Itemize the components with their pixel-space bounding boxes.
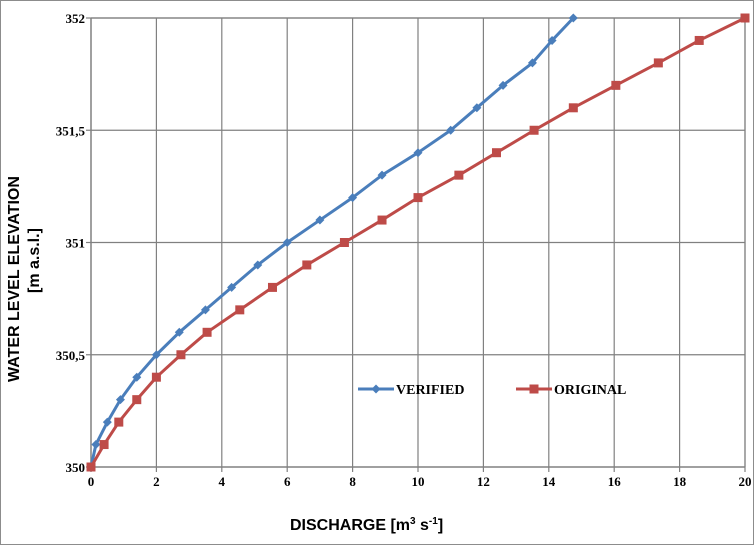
axes [86, 17, 746, 472]
data-point-original [653, 58, 663, 68]
data-point-verified [446, 125, 456, 135]
x-tick-label: 20 [739, 474, 752, 489]
y-axis-title-line2: [m a.s.l.] [26, 228, 43, 293]
data-point-original [114, 417, 124, 427]
x-tick-label: 0 [88, 474, 95, 489]
data-point-verified [174, 327, 184, 337]
data-point-original [491, 148, 501, 158]
data-point-original [99, 440, 109, 450]
data-point-original [568, 103, 578, 113]
data-point-verified [547, 35, 557, 45]
x-axis-title-exp2: -1 [428, 516, 438, 527]
x-tick-label: 8 [349, 474, 356, 489]
data-point-verified [132, 372, 142, 382]
x-tick-labels: 0 2 4 6 8 10 12 14 16 18 20 [88, 474, 752, 489]
x-axis-title-main: DISCHARGE [m [290, 517, 411, 534]
legend-item-verified: VERIFIED [358, 383, 464, 398]
legend-marker-verified [371, 384, 381, 394]
data-point-original [151, 372, 161, 382]
x-axis-title-end: ] [437, 517, 444, 534]
x-axis-title-mid: s [415, 517, 429, 534]
y-tick-label: 350 [66, 460, 86, 475]
data-point-original [339, 238, 349, 247]
y-tick-label: 351 [66, 236, 86, 251]
data-point-verified [253, 260, 263, 270]
data-point-verified [348, 193, 358, 203]
x-tick-label: 10 [412, 474, 425, 489]
legend-item-original: ORIGINAL [516, 383, 626, 398]
x-tick-label: 6 [284, 474, 291, 489]
data-point-original [413, 193, 423, 203]
y-tick-label: 350,5 [56, 348, 86, 363]
legend-marker-original [529, 384, 539, 394]
legend: VERIFIED ORIGINAL [358, 383, 626, 398]
data-point-original [454, 170, 464, 180]
series [86, 13, 750, 472]
grid-lines [91, 17, 746, 467]
x-tick-label: 14 [542, 474, 556, 489]
legend-label-verified: VERIFIED [396, 383, 464, 398]
series-original [86, 13, 750, 472]
data-point-verified [498, 80, 508, 90]
data-point-original [235, 305, 245, 315]
legend-label-original: ORIGINAL [554, 383, 626, 398]
data-point-verified [227, 282, 237, 292]
data-point-original [176, 350, 186, 360]
data-point-original [740, 13, 750, 23]
x-tick-label: 12 [477, 474, 490, 489]
data-point-original [694, 35, 704, 45]
data-point-verified [200, 305, 210, 315]
x-tick-label: 18 [673, 474, 687, 489]
data-point-verified [151, 350, 161, 360]
data-point-original [611, 80, 621, 90]
data-point-verified [413, 148, 423, 158]
data-point-verified [91, 440, 101, 450]
data-point-original [267, 282, 277, 292]
data-point-original [86, 462, 96, 472]
x-tick-label: 16 [608, 474, 622, 489]
x-tick-label: 4 [219, 474, 226, 489]
x-axis-title: DISCHARGE [m3 s-1] [290, 516, 443, 535]
y-tick-label: 351,5 [56, 123, 86, 138]
data-point-original [377, 215, 387, 225]
data-point-original [529, 125, 539, 135]
data-point-verified [472, 103, 482, 113]
y-axis-title-line1: WATER LEVEL ELEVATION [6, 176, 23, 382]
x-axis-title-exp1: 3 [410, 516, 416, 527]
data-point-verified [527, 58, 537, 68]
data-point-verified [115, 395, 125, 405]
data-point-verified [568, 13, 578, 23]
x-tick-label: 2 [153, 474, 160, 489]
data-point-original [132, 395, 142, 405]
data-point-verified [102, 417, 112, 427]
data-point-verified [315, 215, 325, 225]
data-point-verified [377, 170, 387, 180]
data-point-verified [282, 238, 292, 247]
y-tick-label: 352 [66, 11, 86, 26]
data-point-original [302, 260, 312, 270]
data-point-original [202, 327, 212, 337]
y-tick-labels: 350 350,5 351 351,5 352 [56, 11, 86, 475]
